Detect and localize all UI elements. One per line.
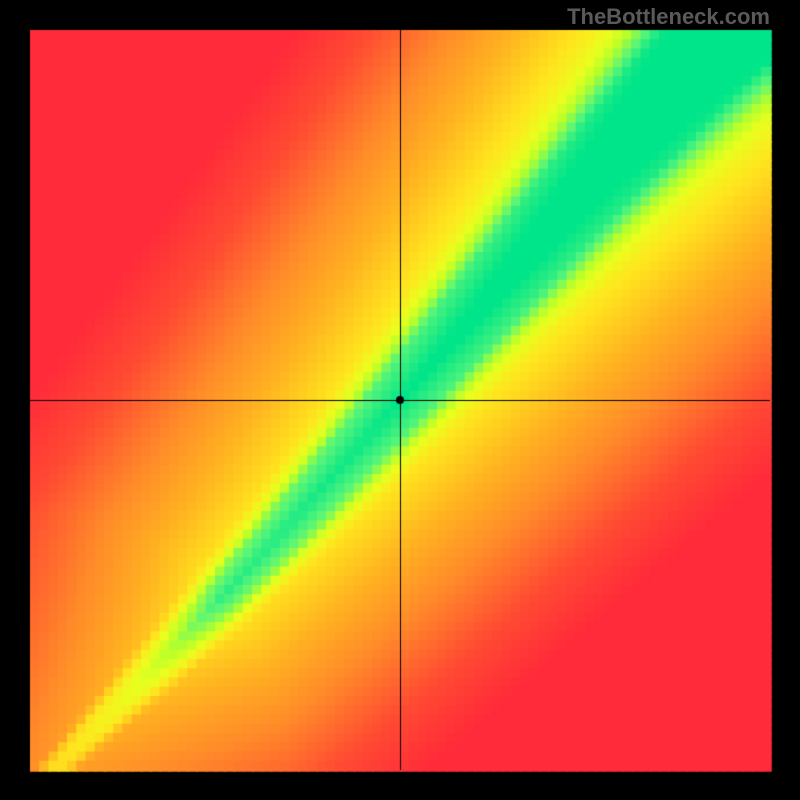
chart-container: TheBottleneck.com	[0, 0, 800, 800]
bottleneck-heatmap	[0, 0, 800, 800]
watermark-text: TheBottleneck.com	[567, 4, 770, 30]
